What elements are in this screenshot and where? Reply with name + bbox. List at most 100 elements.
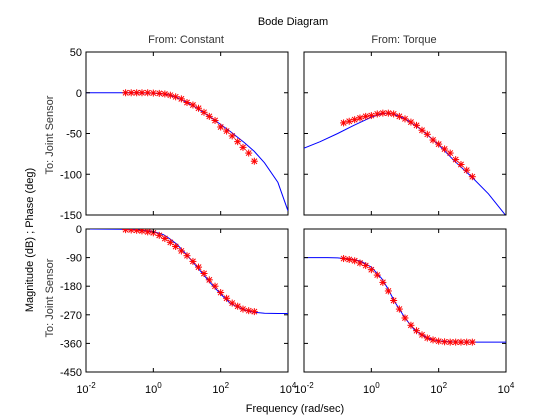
sample-marker <box>223 127 231 135</box>
sample-marker <box>413 327 421 335</box>
sample-marker <box>228 299 236 307</box>
sample-marker <box>435 337 443 345</box>
y-tick-label: -150 <box>60 210 82 222</box>
sample-marker <box>155 89 163 97</box>
sample-marker <box>423 334 431 342</box>
plot-frame <box>85 228 289 373</box>
y-tick-label: -180 <box>60 281 82 293</box>
plot-frame <box>303 51 507 216</box>
sample-marker <box>172 242 180 250</box>
sample-marker <box>390 297 398 304</box>
sample-marker <box>183 252 191 260</box>
sample-marker <box>446 149 454 157</box>
y-tick-label: -270 <box>60 310 82 322</box>
sample-marker <box>149 89 157 97</box>
sample-marker <box>228 132 236 140</box>
y-tick-label: -450 <box>60 367 82 379</box>
column-title-torque: From: Torque <box>371 34 436 46</box>
sample-marker <box>401 115 409 123</box>
sample-marker <box>239 143 247 151</box>
sample-marker <box>183 99 191 107</box>
sample-marker <box>234 302 242 310</box>
x-tick-label: 10-2 <box>76 381 96 396</box>
sample-marker <box>161 90 169 98</box>
sample-marker <box>452 338 460 346</box>
sample-marker <box>133 229 141 234</box>
x-tick-label: 104 <box>498 381 515 396</box>
sample-marker <box>211 282 219 290</box>
sample-marker <box>351 257 359 265</box>
sample-marker <box>217 123 225 131</box>
plot-frame <box>303 228 507 373</box>
sample-marker <box>468 338 476 346</box>
sample-marker <box>395 112 403 120</box>
sample-marker <box>223 294 231 302</box>
sample-marker <box>373 271 381 279</box>
sample-marker <box>211 116 219 124</box>
sample-marker <box>390 110 398 118</box>
sample-marker <box>384 109 392 117</box>
sample-marker <box>177 247 185 255</box>
plot-area <box>86 89 288 212</box>
sample-marker <box>245 307 253 315</box>
sample-marker <box>155 231 163 239</box>
sample-marker <box>356 114 364 122</box>
sample-marker <box>217 289 225 297</box>
sample-marker <box>144 229 152 236</box>
sample-marker <box>418 331 426 339</box>
y-tick-label: -50 <box>66 129 82 141</box>
y-tick-label: -90 <box>66 253 82 265</box>
sample-marker <box>200 108 208 116</box>
x-tick-label: 10-2 <box>294 381 314 396</box>
sample-marker <box>250 308 258 316</box>
x-axis-label: Frequency (rad/sec) <box>246 403 344 415</box>
row-title-phase: To: Joint Sensor <box>44 258 56 337</box>
sample-marker <box>172 93 180 101</box>
sample-marker <box>138 229 146 235</box>
sample-marker <box>468 173 476 181</box>
sample-marker <box>250 157 258 165</box>
sample-marker <box>345 117 353 125</box>
plot-frame <box>85 51 289 216</box>
sample-marker <box>463 166 471 174</box>
sample-marker <box>166 238 174 246</box>
sample-marker <box>407 118 415 126</box>
sample-marker <box>340 255 348 263</box>
column-title-constant: From: Constant <box>148 34 224 46</box>
plot-area <box>304 255 506 346</box>
sample-marker <box>379 278 387 286</box>
sample-marker <box>239 305 247 313</box>
sample-marker <box>356 259 364 267</box>
sample-marker <box>435 140 443 148</box>
sample-marker <box>441 338 449 346</box>
sample-marker <box>452 156 460 164</box>
x-tick-label: 102 <box>212 381 229 396</box>
sample-marker <box>429 136 437 144</box>
sample-marker <box>429 336 437 344</box>
sample-marker <box>205 112 213 120</box>
y-tick-label: 0 <box>76 224 82 236</box>
sample-marker <box>407 321 415 329</box>
sample-marker <box>195 263 203 271</box>
figure-title: Bode Diagram <box>258 16 328 28</box>
sample-marker <box>441 145 449 153</box>
sample-marker <box>418 126 426 134</box>
sample-marker <box>189 257 197 265</box>
sample-marker <box>457 160 465 168</box>
sample-marker <box>200 269 208 277</box>
y-axis-label: Magnitude (dB) ; Phase (deg) <box>24 168 36 312</box>
sample-marker <box>205 276 213 284</box>
panel-phase-constant: 0 -90 -180 -270 -360 -450 10-2 100 102 104 <box>60 224 297 396</box>
sample-marker <box>245 149 253 157</box>
sample-marker <box>362 262 370 270</box>
sample-marker <box>362 112 370 120</box>
sample-marker <box>195 104 203 112</box>
sample-marker <box>351 116 359 124</box>
sample-marker <box>166 91 174 99</box>
sample-marker <box>423 130 431 138</box>
sample-marker <box>384 287 392 295</box>
y-tick-label: -100 <box>60 169 82 181</box>
sample-marker <box>122 89 130 97</box>
